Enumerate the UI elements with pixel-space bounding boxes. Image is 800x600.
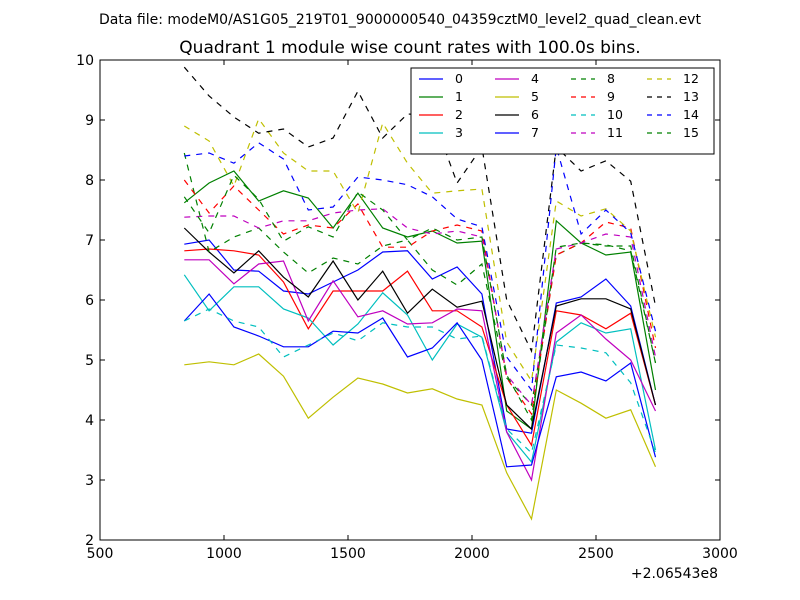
legend-label-15: 15 bbox=[683, 125, 699, 140]
y-tick-label: 5 bbox=[85, 353, 94, 369]
legend-label-11: 11 bbox=[607, 125, 623, 140]
legend-label-5: 5 bbox=[531, 89, 539, 104]
series-line-12 bbox=[183, 117, 657, 383]
series-line-15 bbox=[183, 174, 657, 422]
series-line-7 bbox=[183, 293, 657, 468]
series-line-14 bbox=[184, 142, 657, 392]
series-line-3 bbox=[183, 274, 657, 464]
legend-label-0: 0 bbox=[455, 71, 463, 86]
legend-box bbox=[410, 67, 715, 155]
figure-suptitle: Data file: modeM0/AS1G05_219T01_90000005… bbox=[99, 12, 701, 28]
series-line-6 bbox=[183, 227, 657, 431]
legend-label-1: 1 bbox=[455, 89, 463, 104]
x-tick-label: 1000 bbox=[206, 546, 242, 562]
y-tick-label: 6 bbox=[85, 293, 94, 309]
series-line-5 bbox=[184, 353, 657, 521]
y-tick-label: 10 bbox=[76, 53, 94, 69]
series-layer bbox=[183, 66, 657, 521]
legend-label-14: 14 bbox=[683, 107, 699, 122]
legend-label-3: 3 bbox=[455, 125, 463, 140]
legend-label-4: 4 bbox=[531, 71, 539, 86]
legend-label-6: 6 bbox=[531, 107, 539, 122]
series-line-4 bbox=[184, 259, 657, 482]
x-offset-label: +2.06543e8 bbox=[631, 566, 718, 582]
legend-label-8: 8 bbox=[607, 71, 615, 86]
legend-label-9: 9 bbox=[607, 89, 615, 104]
x-tick-label: 500 bbox=[87, 546, 114, 562]
x-tick-label: 2500 bbox=[578, 546, 614, 562]
series-line-10 bbox=[184, 308, 657, 455]
x-tick-label: 1500 bbox=[330, 546, 366, 562]
series-line-1 bbox=[183, 170, 657, 431]
y-tick-label: 2 bbox=[85, 533, 94, 549]
legend-label-12: 12 bbox=[683, 71, 699, 86]
y-tick-label: 3 bbox=[85, 473, 94, 489]
legend-label-2: 2 bbox=[455, 107, 463, 122]
y-tick-label: 9 bbox=[85, 113, 94, 129]
legend-label-13: 13 bbox=[683, 89, 699, 104]
series-line-2 bbox=[184, 248, 657, 447]
x-tick-label: 2000 bbox=[454, 546, 490, 562]
y-tick-label: 7 bbox=[85, 233, 94, 249]
y-tick-label: 4 bbox=[85, 413, 94, 429]
y-tick-label: 8 bbox=[85, 173, 94, 189]
series-line-0 bbox=[184, 239, 657, 434]
x-tick-label: 3000 bbox=[702, 546, 738, 562]
legend-label-10: 10 bbox=[607, 107, 623, 122]
legend-label-7: 7 bbox=[531, 125, 539, 140]
chart-title: Quadrant 1 module wise count rates with … bbox=[179, 38, 640, 58]
